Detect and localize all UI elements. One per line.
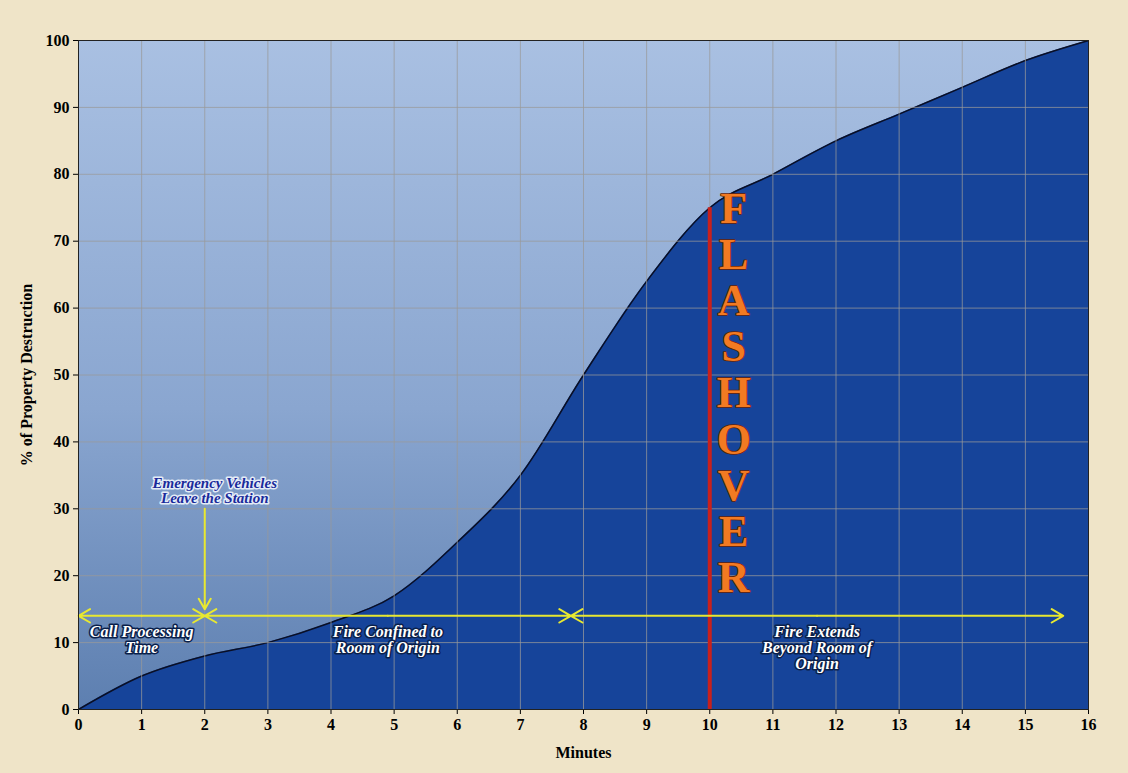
svg-text:4: 4	[327, 716, 335, 733]
svg-text:0: 0	[62, 701, 70, 718]
svg-text:11: 11	[765, 716, 780, 733]
svg-text:9: 9	[643, 716, 651, 733]
svg-text:% of Property Destruction: % of Property Destruction	[18, 284, 36, 466]
svg-text:Emergency VehiclesLeave the St: Emergency VehiclesLeave the Station	[151, 475, 277, 506]
svg-text:20: 20	[54, 567, 70, 584]
svg-text:16: 16	[1081, 716, 1097, 733]
svg-text:30: 30	[54, 500, 70, 517]
svg-text:80: 80	[54, 165, 70, 182]
svg-text:10: 10	[702, 716, 718, 733]
svg-text:10: 10	[54, 634, 70, 651]
svg-text:7: 7	[516, 716, 524, 733]
svg-text:Fire ExtendsBeyond Room ofOrig: Fire ExtendsBeyond Room ofOrigin	[761, 623, 874, 673]
svg-text:13: 13	[891, 716, 907, 733]
svg-text:Minutes: Minutes	[556, 744, 612, 761]
svg-text:FLASHOVER: FLASHOVER	[717, 184, 751, 603]
svg-text:8: 8	[580, 716, 588, 733]
svg-text:60: 60	[54, 299, 70, 316]
svg-text:5: 5	[390, 716, 398, 733]
svg-text:0: 0	[75, 716, 83, 733]
svg-text:70: 70	[54, 232, 70, 249]
svg-text:6: 6	[453, 716, 461, 733]
svg-text:90: 90	[54, 99, 70, 116]
svg-text:3: 3	[264, 716, 272, 733]
svg-text:40: 40	[54, 433, 70, 450]
svg-text:15: 15	[1017, 716, 1033, 733]
svg-text:Call ProcessingTime: Call ProcessingTime	[90, 623, 194, 656]
svg-text:12: 12	[828, 716, 844, 733]
svg-text:50: 50	[54, 366, 70, 383]
svg-text:Fire Confined toRoom of Origin: Fire Confined toRoom of Origin	[332, 623, 443, 657]
svg-text:2: 2	[201, 716, 209, 733]
svg-text:100: 100	[46, 32, 70, 49]
svg-text:14: 14	[954, 716, 970, 733]
svg-text:1: 1	[138, 716, 146, 733]
